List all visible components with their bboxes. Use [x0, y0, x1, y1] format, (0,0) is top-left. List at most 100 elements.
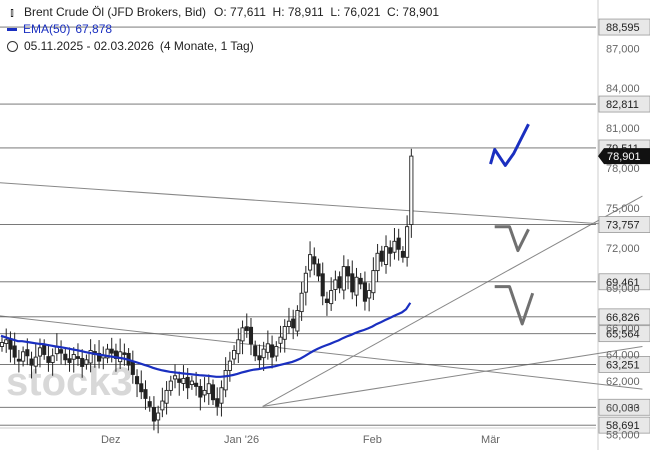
- candle-body: [383, 246, 389, 265]
- candle-body: [189, 380, 194, 386]
- candle-body: [156, 412, 161, 421]
- candle-body: [316, 263, 321, 277]
- candle-body: [320, 273, 325, 297]
- candle-body: [109, 348, 114, 354]
- candle-body: [270, 344, 275, 358]
- y-tick-label: 66,000: [606, 323, 640, 335]
- candle-body: [358, 277, 363, 285]
- y-tick-label: 87,000: [606, 43, 640, 55]
- candle-body: [88, 350, 93, 364]
- candle-body: [236, 339, 241, 355]
- candle-body: [33, 356, 38, 367]
- y-tick-label: 58,000: [606, 429, 640, 441]
- forecast-paths: [489, 123, 535, 326]
- candle-body: [21, 351, 26, 362]
- level-tag: [598, 216, 650, 233]
- candle-body: [392, 240, 397, 253]
- candle-body: [50, 355, 55, 363]
- level-label: 60,033: [606, 402, 640, 414]
- candle-body: [143, 389, 148, 399]
- candle-body: [181, 377, 186, 384]
- candle-body: [244, 326, 249, 331]
- grid: [0, 0, 599, 450]
- candle-body: [130, 361, 135, 375]
- candle-body: [160, 400, 165, 411]
- x-tick-label: Jan '26: [224, 434, 259, 446]
- candle-body: [37, 347, 43, 357]
- candle-body: [240, 327, 245, 342]
- trendline: [262, 195, 643, 407]
- candle-body: [367, 290, 372, 299]
- level-label: 66,826: [606, 312, 640, 324]
- candle-body: [139, 383, 144, 393]
- candle-body: [194, 382, 199, 387]
- y-tick-label: 75,000: [606, 203, 640, 215]
- legend-ema-row: EMA(50) 67,878: [6, 21, 439, 38]
- candle-body: [362, 282, 367, 302]
- y-tick-label: 81,000: [606, 123, 640, 135]
- level-label: 65,564: [606, 329, 640, 341]
- candle-body: [198, 385, 203, 398]
- candle-body: [295, 310, 300, 332]
- candle-body: [265, 343, 270, 353]
- candle-body: [12, 345, 17, 358]
- candle-body: [299, 292, 304, 313]
- y-tick-label: 78,000: [606, 163, 640, 175]
- y-tick-label: 64,000: [606, 349, 640, 361]
- forecast-up-arrow: [489, 123, 530, 167]
- legend-range-row: 05.11.2025 - 02.03.2026 (4 Monate, 1 Tag…: [6, 38, 439, 55]
- candle-body: [168, 380, 173, 391]
- candle-body: [164, 389, 169, 404]
- forecast-down-path-2: [494, 285, 535, 326]
- level-label: 73,757: [606, 220, 640, 232]
- x-tick-label: Dez: [101, 434, 121, 446]
- candle-body: [261, 348, 266, 359]
- candle-body: [80, 358, 85, 367]
- candle-body: [375, 252, 380, 272]
- candle-body: [185, 376, 190, 389]
- y-tick-label: 69,000: [606, 283, 640, 295]
- price-levels: 88,59582,81179,51173,75769,46166,82665,5…: [0, 18, 650, 434]
- ohlc-values: O: 77,611 H: 78,911 L: 76,021 C: 78,901: [214, 5, 440, 19]
- candle-body: [113, 350, 118, 359]
- candle-body: [147, 401, 152, 407]
- candle-body: [388, 247, 393, 254]
- candle-body: [405, 226, 410, 258]
- level-tag: [598, 308, 650, 326]
- ema-label: EMA(50): [23, 22, 71, 36]
- level-tag: [598, 398, 650, 416]
- current-price-label: 78,901: [607, 151, 641, 163]
- candle-body: [324, 298, 329, 303]
- candle-body: [122, 352, 127, 355]
- candle-body: [177, 378, 182, 383]
- current-price-tag: [598, 148, 650, 165]
- candle-body: [232, 350, 237, 360]
- candle-body: [371, 270, 376, 294]
- trendline: [262, 345, 643, 407]
- candle-body: [223, 369, 228, 391]
- candle-body: [379, 250, 384, 262]
- candle-body: [134, 376, 140, 385]
- candle-body: [308, 254, 313, 271]
- legend-instrument-row: ⫾ Brent Crude Öl (JFD Brokers, Bid) O: 7…: [6, 4, 439, 21]
- candle-body: [227, 360, 232, 371]
- date-range: 05.11.2025 - 02.03.2026: [24, 39, 154, 53]
- candle-body: [63, 353, 68, 361]
- candle-body: [396, 237, 401, 250]
- ema-swatch-icon: [7, 28, 17, 31]
- candle-body: [0, 342, 5, 347]
- y-tick-label: 84,000: [606, 83, 640, 95]
- candle-body: [42, 344, 47, 355]
- level-tag: [598, 325, 650, 343]
- candle-body: [286, 320, 292, 327]
- y-tick-label: 62,000: [606, 376, 640, 388]
- candle-body: [312, 256, 317, 265]
- forecast-down-path-1: [494, 225, 530, 253]
- candle-body: [46, 356, 51, 363]
- candle-body: [409, 155, 414, 225]
- time-axis: Dez Jan '26 Feb Mär: [101, 434, 500, 446]
- candle-body: [151, 407, 156, 422]
- candle-body: [210, 384, 216, 401]
- trendline: [0, 182, 643, 228]
